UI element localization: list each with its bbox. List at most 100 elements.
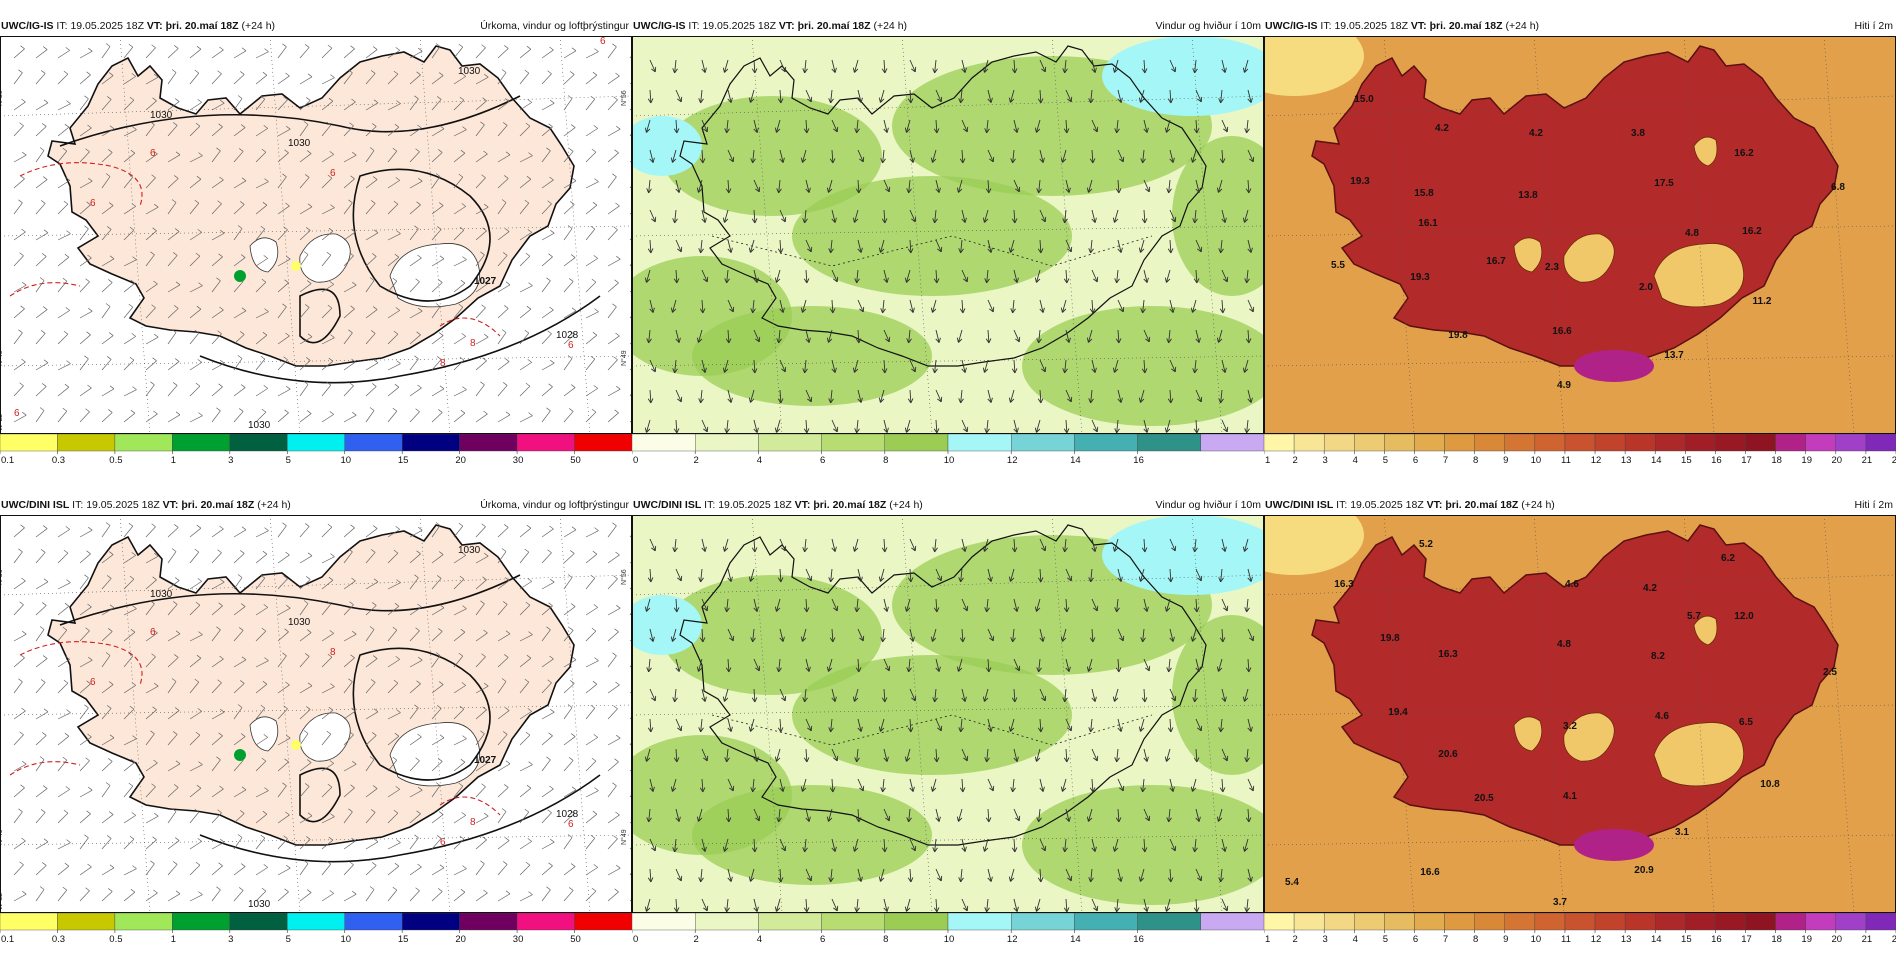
lead-time: (+24 h) bbox=[873, 20, 907, 32]
init-time: 19.05.2025 18Z bbox=[86, 499, 160, 511]
panel-header: UWC/IG-IS IT: 19.05.2025 18Z VT: þri. 20… bbox=[633, 18, 1263, 34]
colorbar-tick-label: 9 bbox=[1503, 455, 1508, 466]
colorbar-tick-label: 16 bbox=[1711, 455, 1722, 466]
colorbar-tick-label: 18 bbox=[1771, 934, 1782, 945]
colorbar-tick-label: 1 bbox=[171, 934, 176, 945]
temp-label: 12.0 bbox=[1734, 611, 1754, 622]
colorbar-tick-label: 8 bbox=[883, 934, 888, 945]
colorbar-tick-label: 4 bbox=[1353, 455, 1358, 466]
colorbar-swatch bbox=[1264, 434, 1294, 451]
valid-label: VT: bbox=[147, 20, 163, 32]
colorbar-tick-label: 0.1 bbox=[1, 455, 14, 466]
colorbar-tick-label: 16 bbox=[1133, 455, 1144, 466]
colorbar-tick-label: 20 bbox=[1832, 934, 1843, 945]
colorbar-swatch bbox=[1625, 434, 1655, 451]
colorbar-swatch bbox=[1505, 913, 1535, 930]
model-name: UWC/DINI ISL bbox=[1265, 499, 1333, 511]
init-label: IT: bbox=[704, 499, 715, 511]
colorbar-tick-label: 8 bbox=[1473, 934, 1478, 945]
panel-header: UWC/IG-IS IT: 19.05.2025 18Z VT: þri. 20… bbox=[1, 18, 631, 34]
colorbar-tick-label: 0.3 bbox=[52, 934, 65, 945]
pressure-label: 1027 bbox=[474, 276, 497, 287]
colorbar-tick-label: 5 bbox=[1383, 455, 1388, 466]
valid-label: VT: bbox=[163, 499, 179, 511]
temp-colorbar: 12345678910111213141516171819202122 bbox=[1264, 913, 1896, 949]
temp-label: 4.9 bbox=[1557, 380, 1571, 391]
colorbar-swatch bbox=[287, 913, 344, 930]
colorbar-swatch bbox=[1685, 434, 1715, 451]
valid-time: þri. 20.maí 18Z bbox=[181, 499, 254, 511]
init-time: 19.05.2025 18Z bbox=[718, 499, 792, 511]
init-time: 19.05.2025 18Z bbox=[1334, 20, 1408, 32]
temp-label: 10.8 bbox=[1760, 779, 1780, 790]
colorbar-swatch bbox=[1011, 434, 1074, 451]
colorbar-tick-label: 14 bbox=[1070, 934, 1081, 945]
colorbar-tick-label: 10 bbox=[944, 455, 955, 466]
colorbar-tick-label: 0 bbox=[633, 455, 638, 466]
colorbar-swatch bbox=[0, 913, 57, 930]
colorbar-swatch bbox=[1294, 913, 1324, 930]
valid-label: VT: bbox=[1427, 499, 1443, 511]
temp-label: 2.5 bbox=[1823, 667, 1837, 678]
precip-label: 8 bbox=[470, 338, 476, 349]
graticule-label: N°56 bbox=[620, 90, 628, 106]
colorbar-tick-label: 1 bbox=[1265, 934, 1270, 945]
colorbar-tick-label: 13 bbox=[1621, 934, 1632, 945]
temp-label: 3.8 bbox=[1631, 128, 1645, 139]
colorbar-swatch bbox=[822, 434, 885, 451]
colorbar-tick-label: 13 bbox=[1621, 455, 1632, 466]
temp-label: 20.5 bbox=[1474, 793, 1494, 804]
panel-title: Hiti í 2m bbox=[1854, 497, 1893, 513]
temp-label: 4.6 bbox=[1565, 579, 1579, 590]
colorbar-tick-label: 20 bbox=[455, 934, 466, 945]
graticule-label: N°49 bbox=[620, 350, 628, 366]
colorbar-swatch bbox=[1475, 913, 1505, 930]
colorbar-tick-label: 15 bbox=[1681, 934, 1692, 945]
colorbar-tick-label: 2 bbox=[694, 934, 699, 945]
temp-label: 16.1 bbox=[1418, 218, 1438, 229]
colorbar-swatch bbox=[695, 434, 758, 451]
colorbar-swatch bbox=[1201, 913, 1264, 930]
init-label: IT: bbox=[688, 20, 699, 32]
temp-label: 19.8 bbox=[1448, 330, 1468, 341]
colorbar-swatch bbox=[1746, 434, 1776, 451]
colorbar-swatch bbox=[1776, 434, 1806, 451]
colorbar-tick-label: 12 bbox=[1007, 934, 1018, 945]
precip-label: 6 bbox=[330, 168, 336, 179]
colorbar-tick-label: 30 bbox=[513, 455, 524, 466]
temp-label: 11.2 bbox=[1753, 296, 1772, 307]
colorbar-tick-label: 0.5 bbox=[109, 455, 122, 466]
temp-label: 5.7 bbox=[1687, 611, 1701, 622]
colorbar-swatch bbox=[1715, 913, 1745, 930]
valid-time: þri. 20.maí 18Z bbox=[166, 20, 239, 32]
valid-label: VT: bbox=[779, 20, 795, 32]
init-label: IT: bbox=[1320, 20, 1331, 32]
wind-map[interactable] bbox=[632, 515, 1264, 913]
colorbar-swatch bbox=[1565, 434, 1595, 451]
colorbar-swatch bbox=[517, 913, 574, 930]
panel-header: UWC/DINI ISL IT: 19.05.2025 18Z VT: þri.… bbox=[1, 497, 631, 513]
wind-map[interactable] bbox=[632, 36, 1264, 434]
colorbar-swatch bbox=[1625, 913, 1655, 930]
panel-title: Vindur og hviður í 10m bbox=[1156, 18, 1261, 34]
colorbar-tick-label: 22 bbox=[1892, 934, 1896, 945]
colorbar-swatch bbox=[1715, 434, 1745, 451]
lead-time: (+24 h) bbox=[257, 499, 291, 511]
temp-label: 19.3 bbox=[1350, 176, 1370, 187]
colorbar-tick-label: 9 bbox=[1503, 934, 1508, 945]
colorbar-tick-label: 21 bbox=[1862, 934, 1873, 945]
colorbar-swatch bbox=[1414, 913, 1444, 930]
pressure-label: 1030 bbox=[288, 138, 311, 149]
panel-header: UWC/DINI ISL IT: 19.05.2025 18Z VT: þri.… bbox=[1265, 497, 1895, 513]
colorbar-swatch bbox=[1806, 434, 1836, 451]
colorbar-tick-label: 16 bbox=[1711, 934, 1722, 945]
pressure-label: 1030 bbox=[458, 545, 481, 556]
model-row-dini-isl: UWC/DINI ISL IT: 19.05.2025 18Z VT: þri.… bbox=[0, 497, 1900, 967]
